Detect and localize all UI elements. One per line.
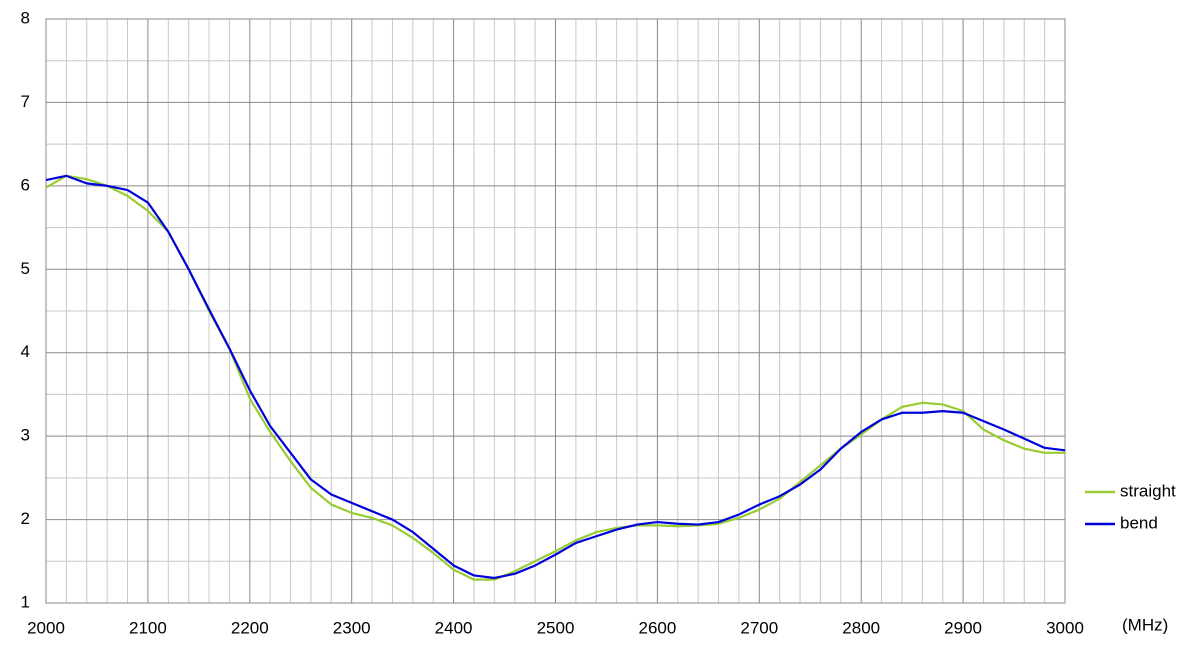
y-tick-label: 3 [21,426,30,445]
x-tick-label: 2100 [129,618,167,637]
x-tick-label: 3000 [1046,618,1084,637]
x-tick-label: 2900 [944,618,982,637]
data-line [45,174,1066,580]
y-tick-label: 7 [21,92,30,111]
y-tick-label: 6 [21,175,30,194]
x-tick-label: 2500 [537,618,575,637]
plot-frame [45,18,1066,604]
x-axis-unit: (MHz) [1122,615,1168,634]
x-tick-label: 2700 [740,618,778,637]
y-tick-label: 1 [21,592,30,611]
x-tick-label: 2600 [638,618,676,637]
x-tick-label: 2000 [27,618,65,637]
y-tick-label: 8 [21,8,30,27]
x-tick-label: 2800 [842,618,880,637]
x-tick-label: 2400 [435,618,473,637]
y-tick-label: 4 [21,342,30,361]
legend-label: straight [1120,481,1176,500]
x-tick-label: 2200 [231,618,269,637]
y-tick-label: 5 [21,259,30,278]
legend-label: bend [1120,513,1158,532]
x-tick-label: 2300 [333,618,371,637]
y-tick-label: 2 [21,509,30,528]
